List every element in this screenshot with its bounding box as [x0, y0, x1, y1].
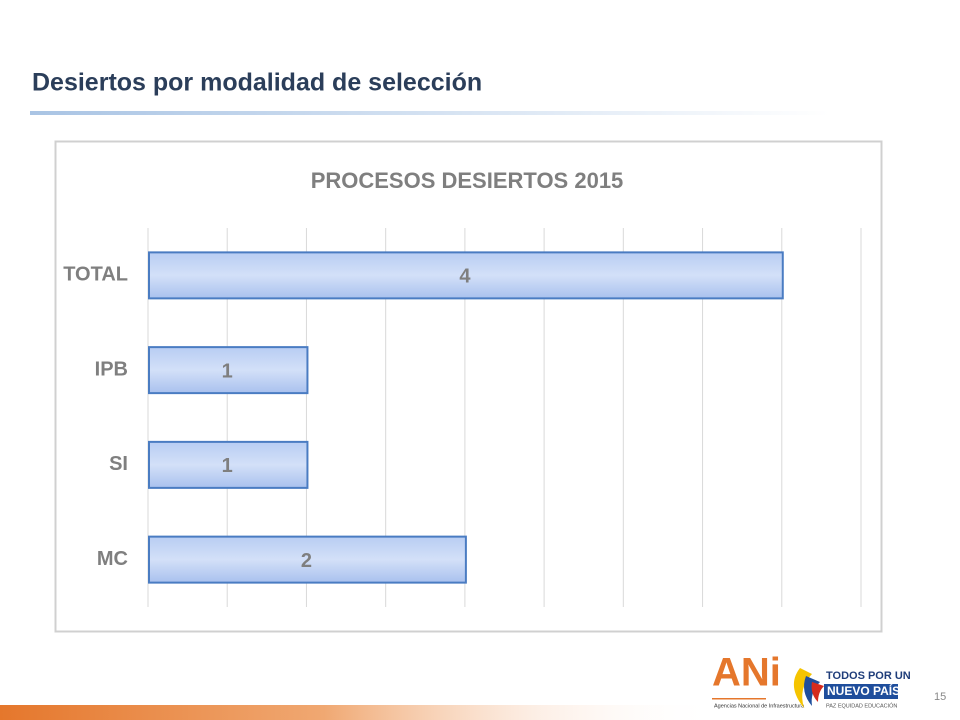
gov-box — [824, 684, 898, 699]
bar-value-label: 1 — [222, 455, 233, 477]
footer-stripe — [0, 705, 720, 720]
gov-line3: PAZ EQUIDAD EDUCACIÓN — [826, 702, 897, 709]
chart-title: PROCESOS DESIERTOS 2015 — [311, 168, 624, 193]
ani-logo: ANi — [712, 651, 781, 695]
plot: TOTAL 4 IPB 1 SI 1 MC 2 — [63, 228, 862, 607]
bar — [148, 346, 309, 395]
bar — [148, 535, 467, 584]
gov-line2: NUEVO PAÍS — [827, 683, 900, 698]
bar-value-label: 4 — [459, 266, 471, 288]
bar — [148, 251, 784, 300]
gov-line1: TODOS POR UN — [826, 670, 911, 682]
bar-value-label: 1 — [222, 360, 233, 382]
y-tick-label: TOTAL — [63, 264, 128, 286]
bar-value-label: 2 — [301, 550, 312, 572]
gov-swirl-red — [811, 682, 824, 702]
y-tick-label: IPB — [95, 358, 128, 380]
bar — [148, 440, 309, 489]
ani-rule — [712, 698, 766, 700]
ani-caption: Agencias Nacional de Infraestructura — [714, 703, 805, 709]
title-underline — [30, 111, 830, 115]
page-number: 15 — [934, 691, 946, 703]
y-tick-label: SI — [109, 453, 128, 475]
y-tick-label: MC — [97, 548, 128, 570]
slide-title: Desiertos por modalidad de selección — [32, 69, 482, 97]
